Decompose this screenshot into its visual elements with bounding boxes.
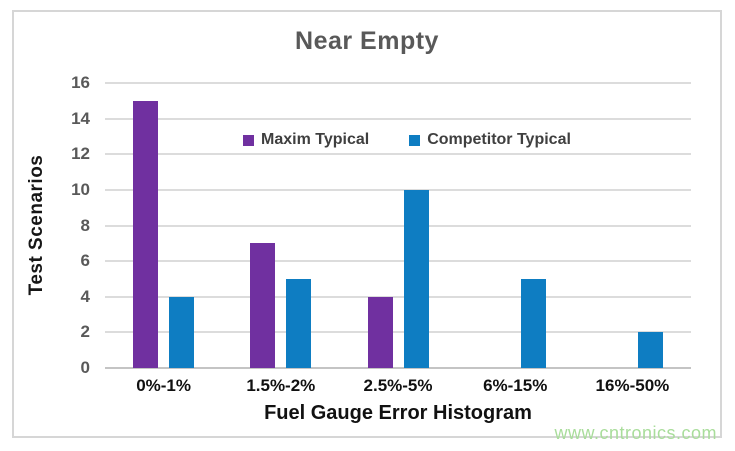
bar-competitor-typical-6-15 xyxy=(520,278,546,368)
legend-swatch-maxim-icon xyxy=(243,134,254,146)
y-tick-label-10: 10 xyxy=(71,179,90,199)
bar-maxim-typical-1-5-2 xyxy=(250,243,276,368)
bar-competitor-typical-2-5-5 xyxy=(403,189,429,368)
x-tick-label-2-5-5: 2.5%-5% xyxy=(363,376,433,395)
bar-maxim-typical-2-5-5 xyxy=(367,296,393,368)
gridline-6 xyxy=(105,260,691,263)
x-tick-label-6-15: 6%-15% xyxy=(483,376,548,395)
bar-competitor-typical-0-1 xyxy=(169,296,195,368)
chart-frame xyxy=(12,10,722,438)
gridline-12 xyxy=(105,153,691,156)
x-tick-label-0-1: 0%-1% xyxy=(136,376,191,395)
gridline-4 xyxy=(105,295,691,298)
chart-title: Near Empty xyxy=(295,27,439,55)
y-tick-label-4: 4 xyxy=(80,286,90,306)
y-tick-label-0: 0 xyxy=(80,358,90,377)
bar-competitor-typical-16-50 xyxy=(637,332,663,368)
bar-series xyxy=(105,83,691,368)
y-tick-label-14: 14 xyxy=(71,108,90,128)
y-tick-label-8: 8 xyxy=(80,215,90,235)
x-tick-label-1-5-2: 1.5%-2% xyxy=(246,376,316,395)
y-tick-label-16: 16 xyxy=(71,73,90,92)
x-tick-label-16-50: 16%-50% xyxy=(595,376,670,395)
y-tick-label-6: 6 xyxy=(80,251,90,271)
bar-maxim-typical-0-1 xyxy=(133,100,159,368)
legend-label-competitor-typical: Competitor Typical xyxy=(427,131,571,148)
bar-group-1-5-2 xyxy=(222,83,339,368)
bar-group-2-5-5 xyxy=(339,83,456,368)
legend-item-competitor-typical: Competitor Typical xyxy=(409,131,571,149)
watermark: www.cntronics.com xyxy=(554,423,717,443)
y-tick-label-12: 12 xyxy=(71,144,90,164)
legend-swatch-competitor-icon xyxy=(409,134,421,146)
y-axis-ticks: 0 2 4 6 8 10 12 14 16 xyxy=(40,73,90,377)
bar-group-0-1 xyxy=(105,83,222,368)
x-axis-ticks: 0%-1% 1.5%-2% 2.5%-5% 6%-15% 16%-50% xyxy=(105,376,691,396)
x-axis-title: Fuel Gauge Error Histogram xyxy=(264,402,532,424)
gridline-16 xyxy=(105,82,691,84)
bar-group-16-50 xyxy=(574,83,691,368)
y-tick-label-2: 2 xyxy=(80,322,90,342)
gridline-8 xyxy=(105,224,691,227)
x-axis-line xyxy=(105,367,691,369)
bar-group-6-15 xyxy=(457,83,574,368)
gridline-14 xyxy=(105,117,691,120)
legend-label-maxim-typical: Maxim Typical xyxy=(261,131,370,148)
gridline-10 xyxy=(105,188,691,191)
gridline-2 xyxy=(105,331,691,334)
legend-item-maxim-typical: Maxim Typical xyxy=(243,131,369,149)
bar-competitor-typical-1-5-2 xyxy=(286,278,312,368)
plot-area: Maxim Typical Competitor Typical xyxy=(105,82,691,369)
legend: Maxim Typical Competitor Typical xyxy=(243,131,571,149)
